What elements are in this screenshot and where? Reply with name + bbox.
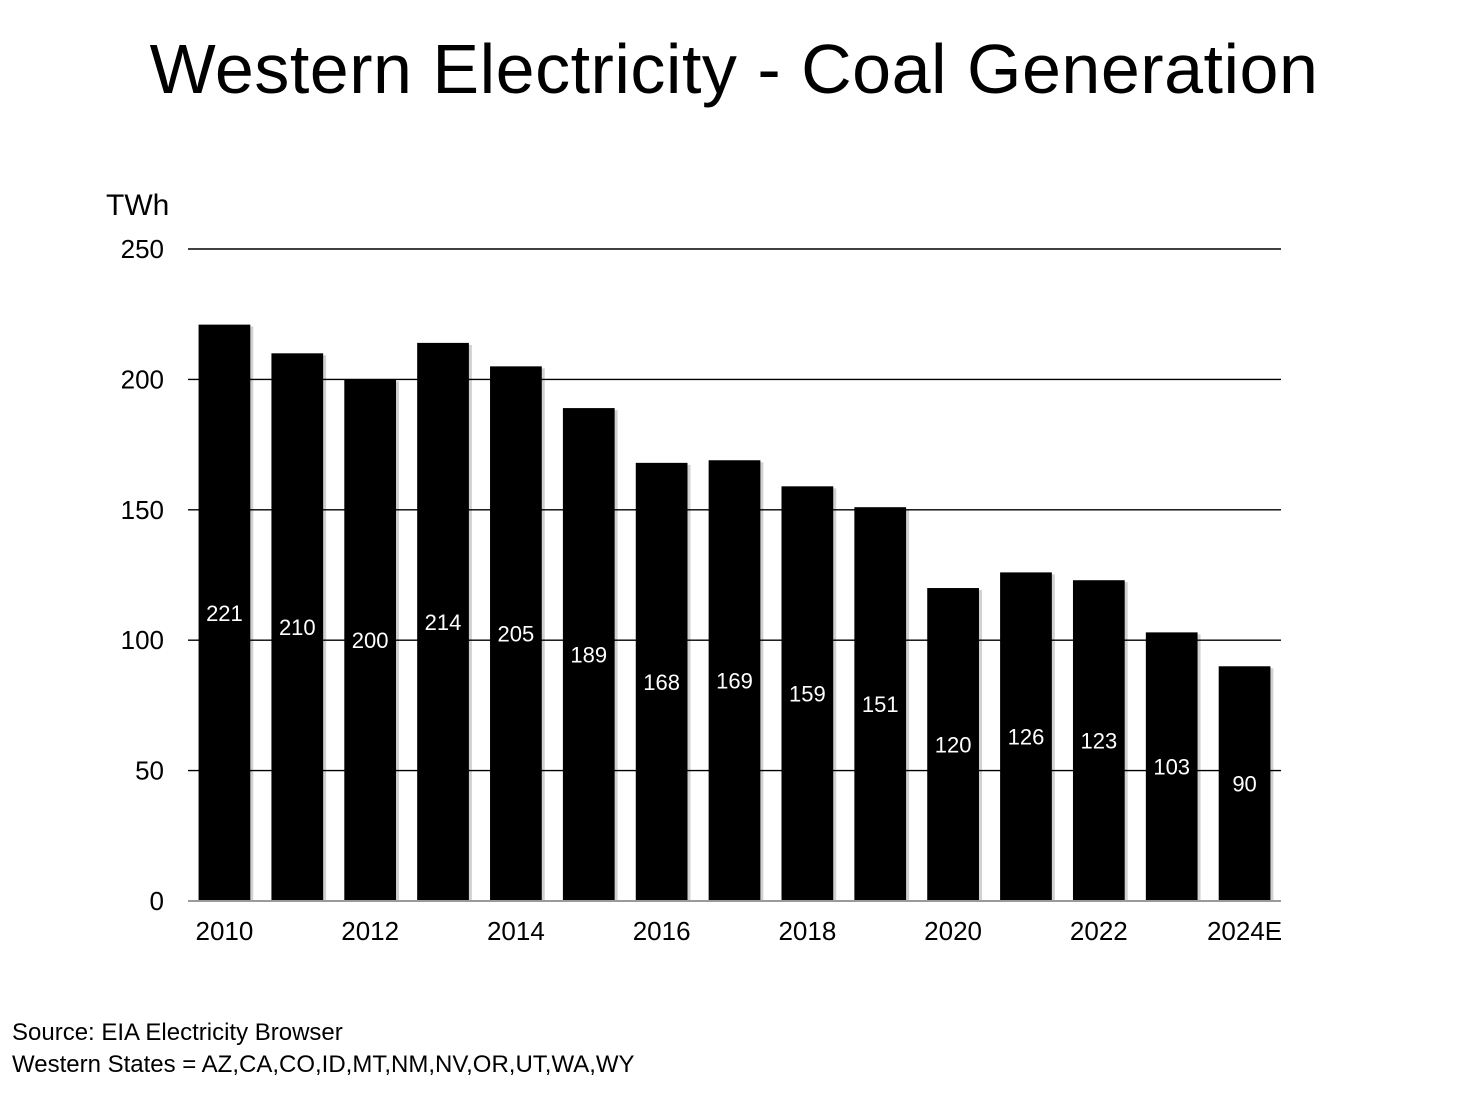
bar-value-label: 200 bbox=[352, 628, 389, 653]
bar bbox=[562, 408, 615, 901]
x-tick-label: 2016 bbox=[633, 916, 691, 946]
bar bbox=[490, 366, 542, 901]
y-tick-label: 200 bbox=[121, 364, 164, 394]
y-tick-label: 0 bbox=[150, 886, 164, 916]
x-tick-label: 2012 bbox=[341, 916, 399, 946]
bar bbox=[271, 353, 324, 901]
bar bbox=[708, 460, 761, 901]
bar bbox=[1145, 632, 1198, 901]
bar-value-label: 168 bbox=[643, 670, 680, 695]
bar bbox=[344, 379, 397, 901]
y-tick-label: 250 bbox=[121, 234, 164, 264]
bar-value-label: 221 bbox=[206, 601, 243, 626]
source-note: Source: EIA Electricity Browser bbox=[12, 1019, 343, 1046]
bar bbox=[1072, 580, 1125, 901]
bar bbox=[927, 588, 979, 901]
bar-value-label: 90 bbox=[1232, 772, 1256, 797]
bar-value-label: 205 bbox=[498, 622, 535, 647]
bar-value-label: 169 bbox=[716, 669, 753, 694]
x-tick-label: 2018 bbox=[778, 916, 836, 946]
bar-value-label: 120 bbox=[935, 733, 972, 758]
states-note: Western States = AZ,CA,CO,ID,MT,NM,NV,OR… bbox=[12, 1051, 635, 1078]
bar-value-label: 214 bbox=[425, 610, 462, 635]
bar-value-label: 103 bbox=[1153, 755, 1190, 780]
bar-value-label: 151 bbox=[862, 692, 899, 717]
y-axis-label: TWh bbox=[106, 189, 169, 222]
x-tick-label: 2022 bbox=[1070, 916, 1128, 946]
y-tick-label: 100 bbox=[121, 625, 164, 655]
bar-value-label: 189 bbox=[570, 643, 607, 668]
bar bbox=[854, 507, 907, 901]
bar bbox=[417, 342, 469, 901]
y-tick-label: 50 bbox=[135, 756, 164, 786]
bar bbox=[1000, 572, 1052, 901]
bar-value-label: 210 bbox=[279, 615, 316, 640]
bar-value-label: 159 bbox=[789, 682, 826, 707]
bar-value-label: 126 bbox=[1008, 725, 1045, 750]
chart-title: Western Electricity - Coal Generation bbox=[149, 30, 1319, 108]
x-tick-label: 2014 bbox=[487, 916, 545, 946]
x-tick-label: 2020 bbox=[924, 916, 982, 946]
bar bbox=[635, 462, 688, 901]
y-tick-label: 150 bbox=[121, 495, 164, 525]
bar bbox=[781, 486, 834, 901]
bar bbox=[1218, 666, 1271, 901]
bar bbox=[198, 324, 251, 902]
bar-value-label: 123 bbox=[1080, 729, 1117, 754]
x-tick-label: 2010 bbox=[196, 916, 254, 946]
x-tick-label: 2024E bbox=[1207, 916, 1282, 946]
